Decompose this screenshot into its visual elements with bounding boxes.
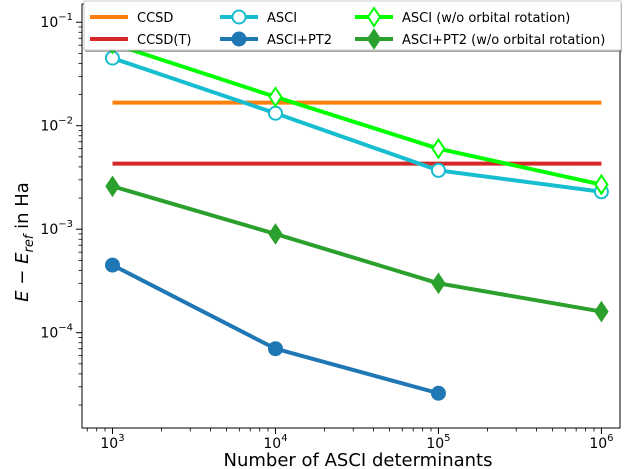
y-tick-base: 10 <box>40 222 58 238</box>
x-tick-exponent: 3 <box>118 433 124 444</box>
x-tick-label: 105 <box>426 433 450 452</box>
x-tick-exponent: 5 <box>444 433 450 444</box>
x-axis-label: Number of ASCI determinants <box>224 450 493 469</box>
data-point <box>594 173 609 196</box>
legend-label: CCSD(T) <box>137 33 192 48</box>
plot-frame <box>81 3 621 429</box>
legend-item: ASCI+PT2 (w/o orbital rotation) <box>355 28 605 50</box>
y-axis-label: E − Eref in Ha <box>12 182 37 302</box>
y-tick-label: 10−4 <box>40 323 73 342</box>
legend-label: ASCI+PT2 <box>267 33 332 48</box>
y-tick-base: 10 <box>40 119 58 135</box>
legend: CCSD CCSD(T) ASCI ASCI+PT2 ASCI (w/o orbital… <box>83 0 622 52</box>
y-tick-label: 10−2 <box>40 116 73 135</box>
legend-item: ASCI <box>220 9 297 26</box>
legend-label: ASCI (w/o orbital rotation) <box>402 11 570 26</box>
data-point <box>431 137 446 160</box>
series-layer <box>104 32 609 401</box>
data-point <box>430 385 446 401</box>
y-tick-label: 10−1 <box>40 12 73 31</box>
x-tick-exponent: 4 <box>281 433 287 444</box>
legend-label: ASCI <box>267 11 297 26</box>
legend-item: CCSD <box>90 11 173 26</box>
legend-label: CCSD <box>137 11 173 26</box>
legend-marker <box>366 28 382 50</box>
data-point <box>268 223 283 245</box>
y-tick-base: 10 <box>40 326 58 342</box>
x-tick-label: 103 <box>100 433 124 452</box>
y-label-base: E − E <box>12 252 33 302</box>
x-tick-base: 10 <box>589 436 607 452</box>
data-point <box>105 175 120 198</box>
series-line <box>111 56 602 194</box>
legend-marker <box>231 9 247 25</box>
data-point <box>268 86 283 108</box>
y-tick-base: 10 <box>40 15 58 31</box>
legend-marker <box>366 6 382 28</box>
x-tick-base: 10 <box>100 436 118 452</box>
legend-box <box>83 0 622 51</box>
y-tick-exponent: −1 <box>58 12 73 23</box>
series-5 <box>105 175 609 323</box>
y-label-suffix: in Ha <box>12 182 33 234</box>
data-point <box>104 257 120 273</box>
y-tick-exponent: −2 <box>58 116 73 127</box>
data-point <box>431 272 446 295</box>
data-point <box>267 105 283 121</box>
x-tick-label: 106 <box>589 433 613 452</box>
x-tick-base: 10 <box>426 436 444 452</box>
series-line <box>111 41 602 187</box>
legend-item: ASCI (w/o orbital rotation) <box>355 6 570 28</box>
legend-label: ASCI+PT2 (w/o orbital rotation) <box>402 33 605 48</box>
series-line <box>111 184 602 314</box>
x-tick-base: 10 <box>263 436 281 452</box>
data-point <box>430 162 446 178</box>
y-label-sub: ref <box>22 232 37 252</box>
y-tick-label: 10−3 <box>40 219 73 238</box>
legend-item: ASCI+PT2 <box>220 31 332 48</box>
x-tick-label: 104 <box>263 433 287 452</box>
series-3 <box>104 257 446 401</box>
data-point <box>594 300 609 323</box>
data-point <box>267 341 283 357</box>
x-tick-exponent: 6 <box>607 433 613 444</box>
y-tick-exponent: −3 <box>58 219 73 230</box>
legend-item: CCSD(T) <box>90 33 192 48</box>
plot-area <box>81 3 621 429</box>
y-tick-exponent: −4 <box>58 323 73 334</box>
legend-marker <box>231 31 247 47</box>
